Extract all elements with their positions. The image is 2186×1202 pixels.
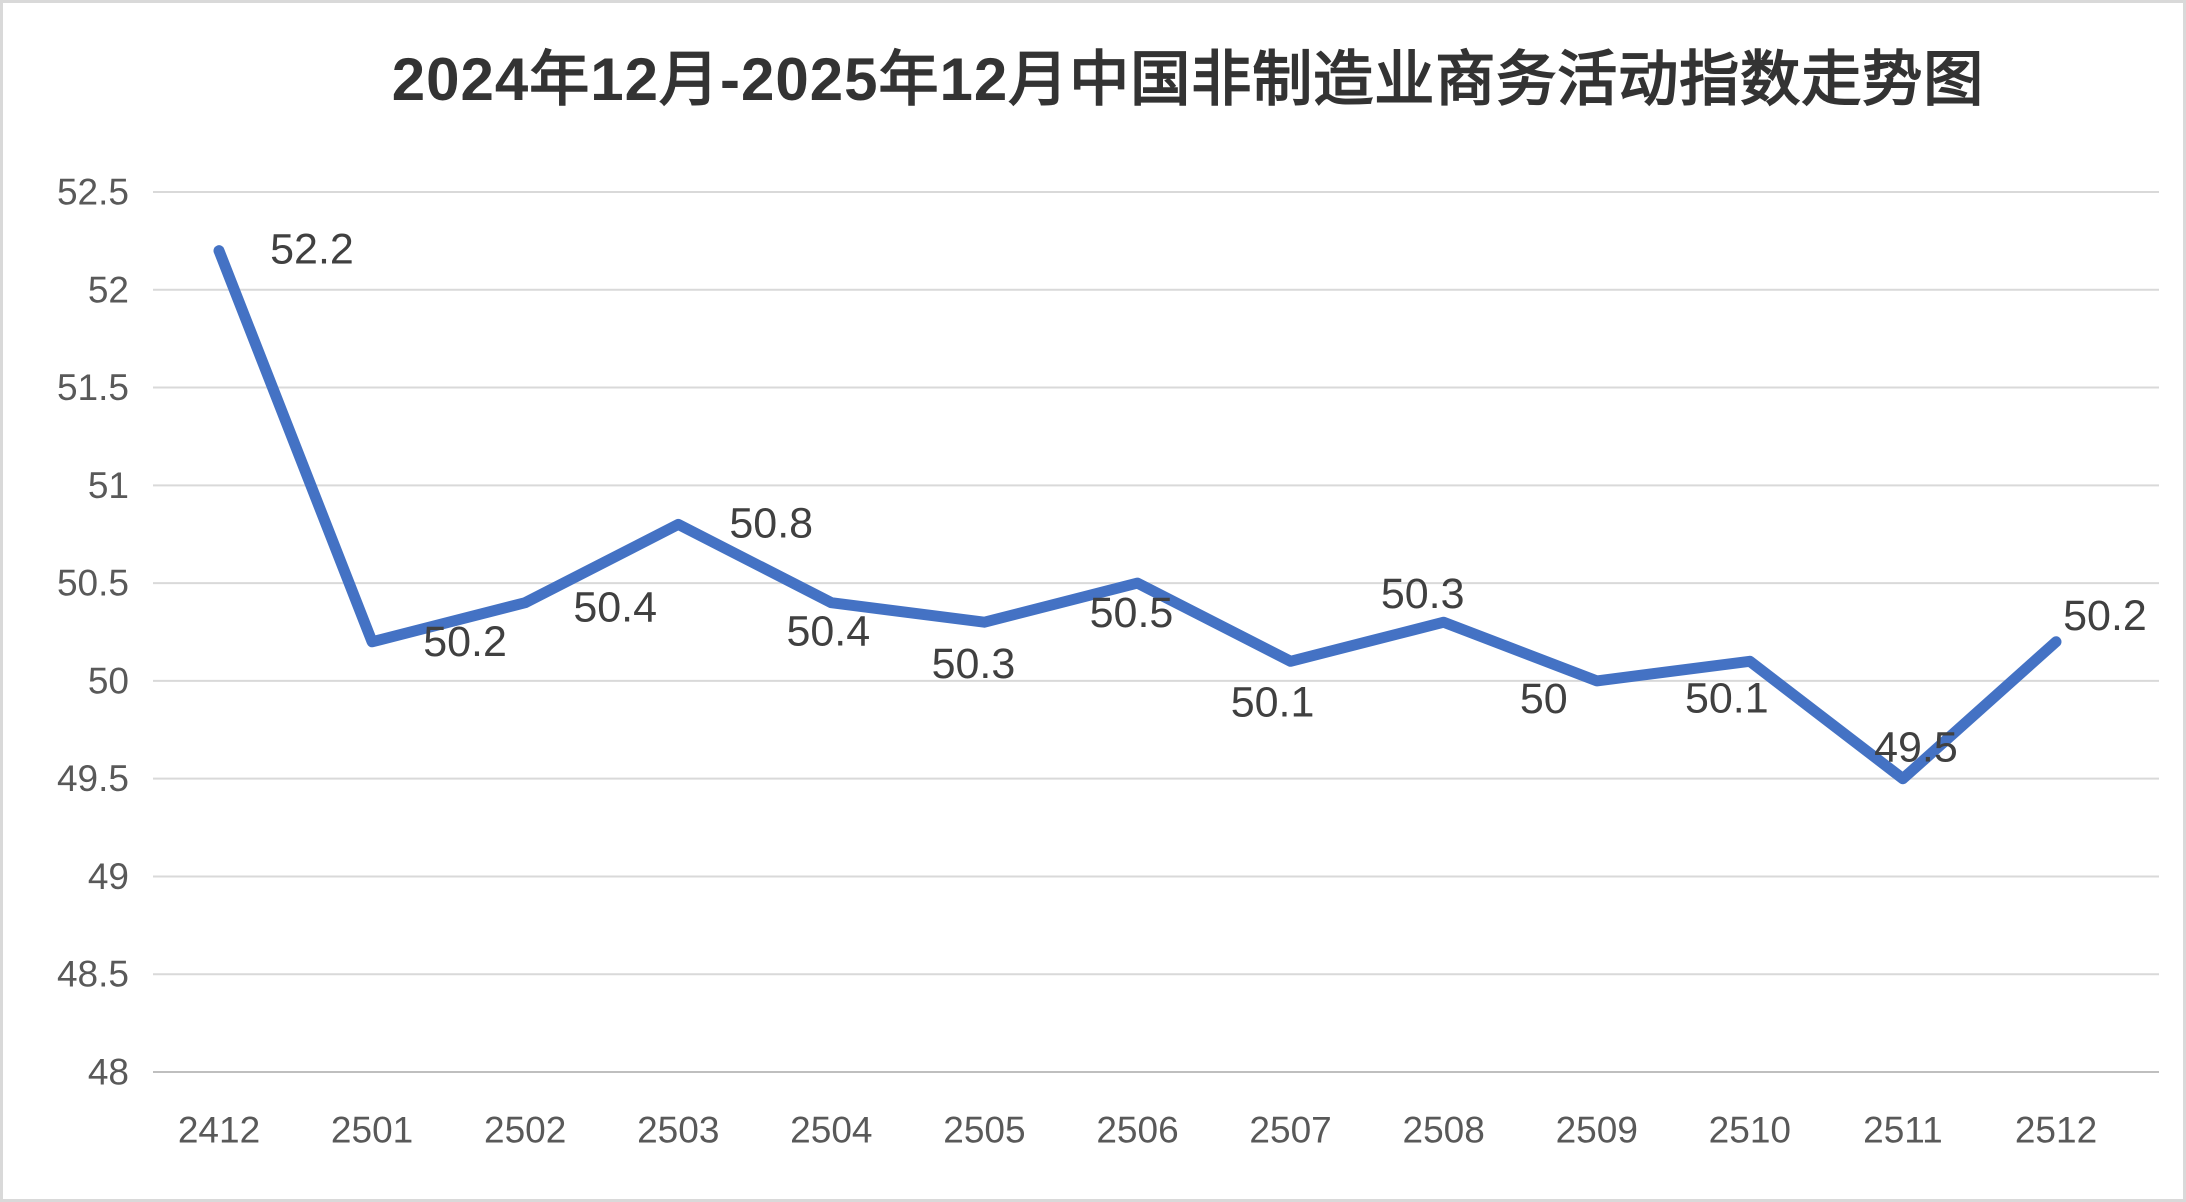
- x-axis-tick-label: 2502: [484, 1110, 566, 1151]
- y-axis-tick-label: 48: [88, 1052, 129, 1093]
- x-axis-tick-label: 2504: [790, 1110, 872, 1151]
- x-axis-tick-label: 2506: [1096, 1110, 1178, 1151]
- data-point-label: 50.5: [1090, 589, 1174, 637]
- data-point-label: 50.8: [729, 499, 813, 547]
- x-axis-tick-label: 2501: [331, 1110, 413, 1151]
- y-axis-tick-label: 48.5: [57, 954, 129, 995]
- chart-title: 2024年12月-2025年12月中国非制造业商务活动指数走势图: [391, 46, 1985, 113]
- x-axis-tick-label: 2508: [1403, 1110, 1485, 1151]
- data-point-label: 50: [1520, 675, 1568, 723]
- data-point-label: 50.4: [786, 608, 870, 656]
- data-point-label: 52.2: [270, 226, 354, 274]
- x-axis-tick-label: 2412: [178, 1110, 260, 1151]
- y-axis-tick-label: 52: [88, 269, 129, 310]
- data-point-label: 50.2: [2063, 592, 2147, 640]
- data-point-label: 50.2: [423, 618, 507, 666]
- y-axis-tick-label: 51: [88, 465, 129, 506]
- data-point-label: 50.1: [1685, 674, 1769, 722]
- data-point-label: 50.1: [1231, 678, 1315, 726]
- data-series-line: [213, 245, 2062, 785]
- line-chart: 48 48.5 49 49.5 50 50.5 51 51.5 52 52.5 2412 2501 25…: [57, 172, 2159, 1151]
- data-point-label: 50.3: [1381, 570, 1465, 618]
- y-axis-tick-label: 51.5: [57, 367, 129, 408]
- y-axis-tick-label: 49: [88, 856, 129, 897]
- x-axis-tick-label: 2509: [1556, 1110, 1638, 1151]
- x-axis-tick-label: 2510: [1709, 1110, 1791, 1151]
- y-axis-tick-label: 50.5: [57, 563, 129, 604]
- x-axis-tick-label: 2503: [637, 1110, 719, 1151]
- x-axis-tick-label: 2507: [1249, 1110, 1331, 1151]
- x-axis-tick-label: 2505: [943, 1110, 1025, 1151]
- y-axis-tick-label: 50: [88, 660, 129, 701]
- x-axis-tick-label: 2512: [2015, 1110, 2097, 1151]
- y-axis-tick-label: 49.5: [57, 758, 129, 799]
- x-axis-tick-label: 2511: [1863, 1110, 1943, 1151]
- data-point-label: 50.4: [573, 584, 657, 632]
- y-axis-tick-label: 52.5: [57, 172, 129, 213]
- data-point-label: 50.3: [932, 640, 1016, 688]
- data-point-label: 49.5: [1874, 724, 1958, 772]
